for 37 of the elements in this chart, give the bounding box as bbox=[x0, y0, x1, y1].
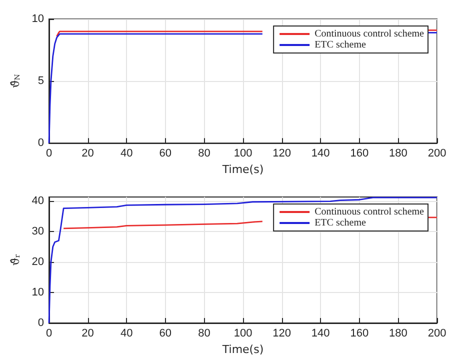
x-tick-label: 40 bbox=[120, 148, 133, 160]
x-tick-label: 0 bbox=[46, 328, 52, 340]
x-tick-label: 200 bbox=[428, 328, 446, 340]
x-tick-label: 0 bbox=[46, 148, 52, 160]
x-tick-label: 100 bbox=[234, 328, 252, 340]
x-tick-label: 180 bbox=[389, 328, 408, 340]
x-tick-label: 40 bbox=[120, 328, 133, 340]
x-tick-label: 60 bbox=[159, 148, 172, 160]
line-series bbox=[48, 196, 438, 324]
x-tick-label: 140 bbox=[311, 328, 330, 340]
y-tick-label: 20 bbox=[32, 256, 44, 268]
legend-label: Continuous control scheme bbox=[314, 28, 425, 40]
y-tick-label: 40 bbox=[32, 194, 44, 207]
x-tick-label: 200 bbox=[428, 148, 446, 160]
x-tick-label: 120 bbox=[272, 148, 291, 160]
x-tick-label: 160 bbox=[350, 328, 369, 340]
y-tick-label: 30 bbox=[32, 225, 44, 238]
legend-label: ETC scheme bbox=[314, 218, 367, 228]
y-tick-label: 5 bbox=[38, 75, 44, 88]
y-tick-label: 0 bbox=[38, 317, 44, 329]
x-tick-label: 120 bbox=[272, 328, 291, 340]
x-tick-label: 80 bbox=[198, 148, 210, 160]
y-tick-label: 10 bbox=[32, 13, 44, 25]
x-tick-label: 160 bbox=[350, 148, 369, 160]
y-tick-label: 0 bbox=[38, 137, 44, 150]
x-tick-label: 20 bbox=[82, 328, 94, 340]
x-tick-label: 140 bbox=[311, 148, 330, 160]
x-tick-label: 60 bbox=[159, 328, 172, 340]
x-tick-label: 20 bbox=[82, 148, 94, 160]
y-tick-label: 10 bbox=[32, 286, 44, 298]
x-tick-label: 80 bbox=[198, 328, 210, 340]
x-axis-title: Time(s) bbox=[221, 342, 264, 356]
x-tick-label: 180 bbox=[389, 148, 408, 160]
x-tick-label: 100 bbox=[234, 148, 252, 160]
legend-label: ETC scheme bbox=[314, 40, 367, 50]
x-axis-title: Time(s) bbox=[221, 163, 264, 176]
legend-label: Continuous control scheme bbox=[314, 206, 425, 218]
